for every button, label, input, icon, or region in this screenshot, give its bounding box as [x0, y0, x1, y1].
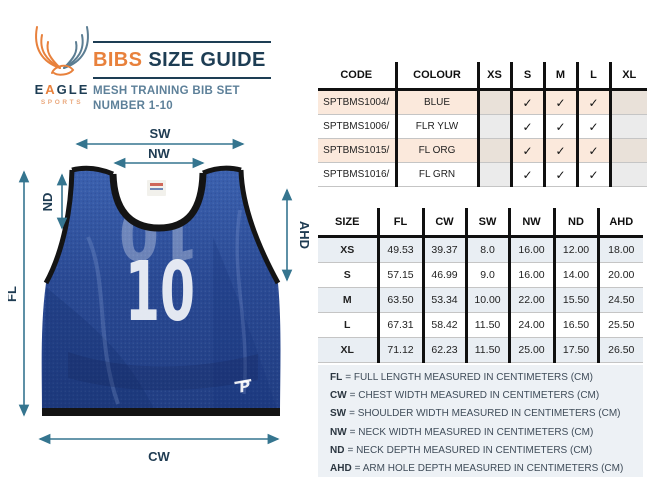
measurement-label-sw: SW — [150, 126, 172, 141]
size-row: XL 71.12 62.23 11.50 25.00 17.50 26.50 — [318, 337, 643, 363]
check-mark: ✓ — [575, 89, 610, 115]
page-subtitle: MESH TRAINING BIB SET NUMBER 1-10 — [93, 85, 240, 112]
col-header-m: M — [542, 62, 577, 91]
availability-header-row: CODE COLOUR XS S M L XL — [318, 62, 647, 91]
bib-illustration: 10 10 P — [41, 165, 281, 417]
title-rule-bottom — [93, 77, 271, 79]
size-header-row: SIZE FL CW SW NW ND AHD — [318, 208, 643, 238]
legend-item: SW = SHOULDER WIDTH MEASURED IN CENTIMETE… — [330, 408, 621, 420]
check-mark: ✓ — [509, 89, 544, 115]
size-table: SIZE FL CW SW NW ND AHD XS 49.53 39.37 8… — [318, 208, 643, 363]
check-mark: ✓ — [575, 114, 610, 139]
check-mark: ✓ — [575, 138, 610, 163]
check-mark: ✓ — [542, 162, 577, 187]
check-mark: ✓ — [575, 162, 610, 187]
col-header-xs: XS — [476, 62, 511, 91]
title-rule-top — [93, 41, 271, 43]
size-row: L 67.31 58.42 11.50 24.00 16.50 25.50 — [318, 312, 643, 338]
measurement-arrows — [18, 138, 293, 445]
check-mark: ✓ — [542, 89, 577, 115]
col-header-sw: SW — [464, 208, 509, 238]
bib-neck-tag — [147, 180, 166, 196]
bib-measurement-diagram: 10 10 P — [8, 126, 310, 464]
size-row: M 63.50 53.34 10.00 22.00 15.50 24.50 — [318, 287, 643, 313]
col-header-fl: FL — [376, 208, 423, 238]
check-mark: ✓ — [509, 138, 544, 163]
legend-item: AHD = ARM HOLE DEPTH MEASURED IN CENTIMET… — [330, 463, 624, 475]
brand-name: EAGLE — [34, 82, 90, 97]
bib-maker-mark: P — [234, 377, 252, 397]
availability-row: SPTBMS1006/ FLR YLW ✓ ✓ ✓ — [318, 114, 647, 139]
legend-item: NW = NECK WIDTH MEASURED IN CENTIMETERS (… — [330, 426, 594, 438]
measurement-label-cw: CW — [148, 449, 170, 464]
col-header-s: S — [509, 62, 544, 91]
brand-subname: SPORTS — [40, 99, 84, 106]
legend-item: ND = NECK DEPTH MEASURED IN CENTIMETERS (… — [330, 444, 593, 456]
measurement-label-fl: FL — [8, 286, 19, 302]
measurement-label-nd: ND — [40, 193, 55, 212]
check-mark: ✓ — [542, 138, 577, 163]
legend-item: FL = FULL LENGTH MEASURED IN CENTIMETERS … — [330, 372, 593, 383]
title-block: BIBS SIZE GUIDE MESH TRAINING BIB SET NU… — [93, 41, 271, 114]
availability-row: SPTBMS1004/ BLUE ✓ ✓ ✓ — [318, 89, 647, 115]
bib-neck-trim — [109, 172, 207, 232]
col-header-cw: CW — [421, 208, 466, 238]
availability-table: CODE COLOUR XS S M L XL SPTBMS1004/ BLUE… — [318, 62, 647, 187]
measurement-label-ahd: AHD — [297, 221, 310, 249]
col-header-size: SIZE — [318, 208, 378, 238]
col-header-nw: NW — [507, 208, 554, 238]
bib-front-number: 10 — [125, 245, 195, 340]
col-header-ahd: AHD — [596, 208, 643, 238]
availability-row: SPTBMS1016/ FL GRN ✓ ✓ ✓ — [318, 162, 647, 187]
eagle-wings-icon — [35, 26, 89, 76]
check-mark: ✓ — [542, 114, 577, 139]
col-header-nd: ND — [552, 208, 598, 238]
page-title: BIBS SIZE GUIDE — [93, 49, 266, 71]
size-row: S 57.15 46.99 9.0 16.00 14.00 20.00 — [318, 262, 643, 288]
abbreviation-legend: FL = FULL LENGTH MEASURED IN CENTIMETERS … — [318, 365, 643, 477]
availability-row: SPTBMS1015/ FL ORG ✓ ✓ ✓ — [318, 138, 647, 163]
col-header-code: CODE — [318, 62, 396, 91]
measurement-label-nw: NW — [148, 146, 170, 161]
col-header-colour: COLOUR — [394, 62, 478, 91]
size-row: XS 49.53 39.37 8.0 16.00 12.00 18.00 — [318, 236, 643, 263]
check-mark: ✓ — [509, 114, 544, 139]
legend-item: CW = CHEST WIDTH MEASURED IN CENTIMETERS … — [330, 390, 600, 402]
col-header-xl: XL — [608, 62, 647, 91]
svg-text:P: P — [238, 377, 252, 397]
check-mark: ✓ — [509, 162, 544, 187]
brand-logo: EAGLE SPORTS — [24, 20, 100, 106]
col-header-l: L — [575, 62, 610, 91]
